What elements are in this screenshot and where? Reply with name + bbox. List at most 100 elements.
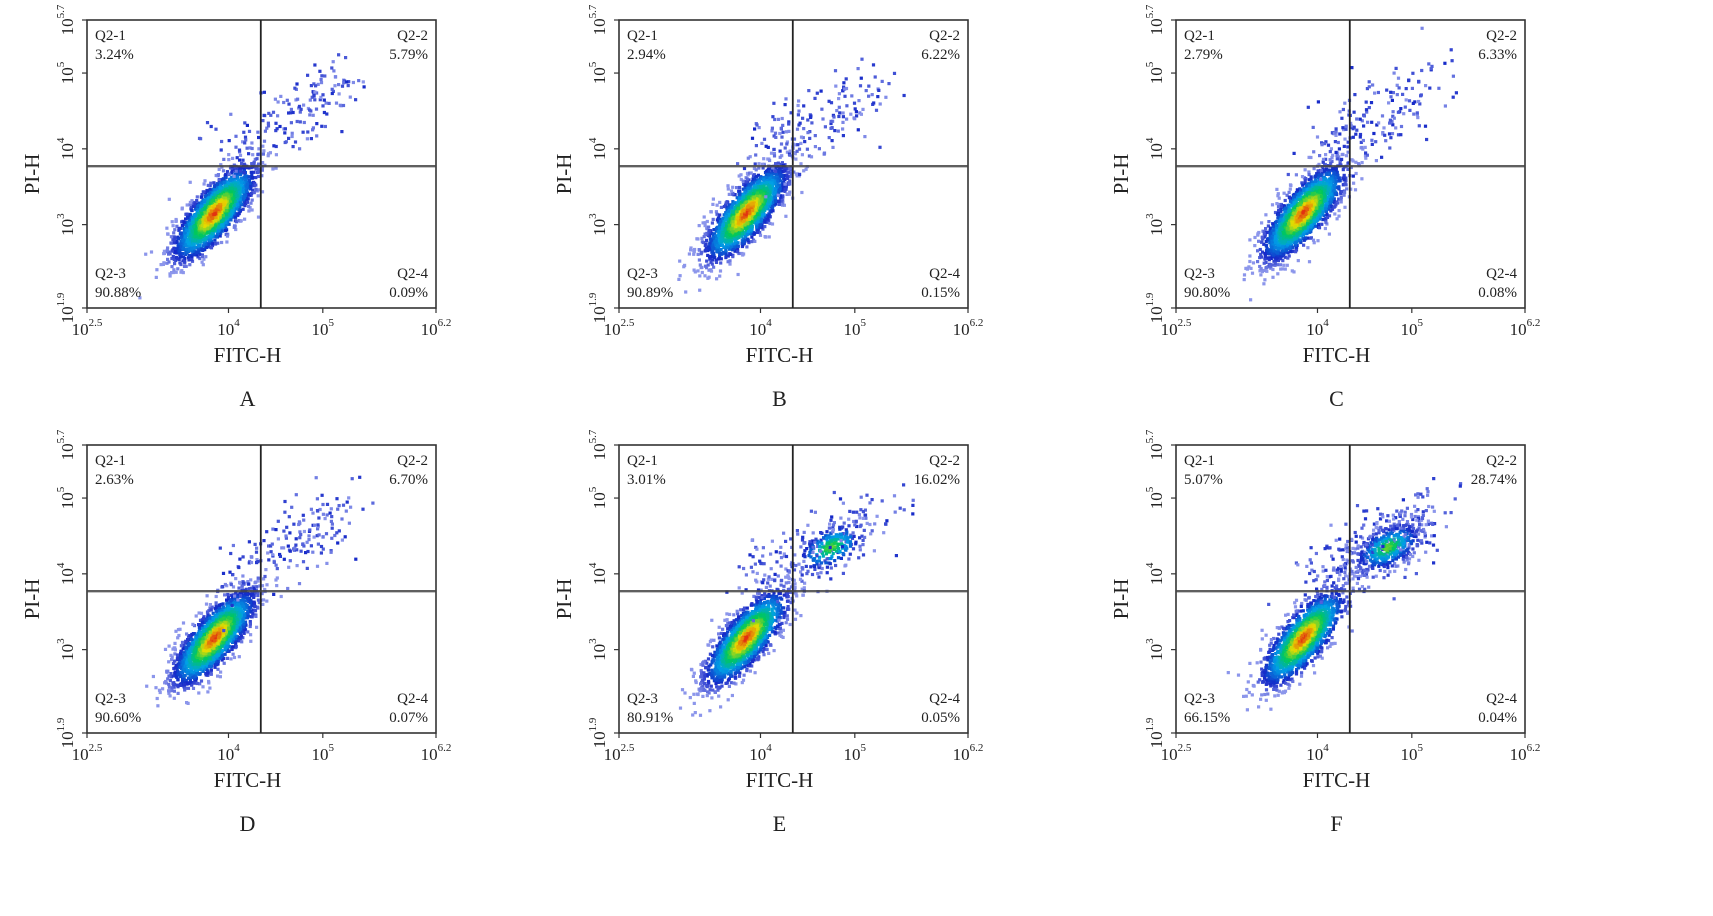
event-point bbox=[225, 209, 229, 213]
event-point bbox=[778, 188, 782, 192]
event-point bbox=[751, 177, 755, 181]
event-point bbox=[221, 196, 226, 200]
event-point bbox=[192, 246, 196, 250]
event-point bbox=[799, 162, 803, 166]
event-point bbox=[250, 146, 254, 151]
event-point bbox=[224, 221, 228, 225]
event-point bbox=[727, 232, 731, 237]
event-point bbox=[182, 264, 187, 268]
event-point bbox=[243, 175, 247, 179]
event-point bbox=[250, 141, 254, 145]
event-point bbox=[223, 223, 227, 227]
event-point bbox=[242, 195, 246, 199]
event-point bbox=[1325, 222, 1329, 226]
event-point bbox=[166, 257, 170, 261]
event-point bbox=[773, 191, 777, 195]
event-point bbox=[172, 258, 176, 262]
event-point bbox=[175, 247, 179, 251]
event-point bbox=[762, 182, 767, 186]
event-point bbox=[795, 174, 799, 178]
event-point bbox=[693, 270, 697, 274]
event-point bbox=[849, 112, 853, 116]
event-point bbox=[699, 266, 703, 270]
event-point bbox=[230, 169, 234, 173]
y-tick-label: 104 bbox=[55, 137, 77, 160]
event-point bbox=[689, 248, 693, 252]
event-point bbox=[216, 209, 220, 213]
event-point bbox=[212, 226, 216, 230]
event-point bbox=[759, 218, 764, 222]
event-point bbox=[256, 194, 260, 198]
event-point bbox=[226, 213, 230, 217]
event-point bbox=[829, 121, 833, 126]
event-point bbox=[772, 134, 776, 138]
event-point bbox=[793, 152, 797, 156]
event-point bbox=[755, 179, 759, 183]
event-point bbox=[299, 107, 303, 111]
event-point bbox=[231, 156, 235, 160]
event-point bbox=[149, 250, 154, 254]
event-point bbox=[225, 240, 229, 244]
event-point bbox=[321, 104, 325, 108]
quadrant-name: Q2-2 bbox=[397, 28, 428, 44]
event-point bbox=[731, 255, 735, 259]
event-point bbox=[795, 149, 799, 153]
event-point bbox=[739, 213, 743, 217]
event-point bbox=[239, 219, 243, 223]
event-point bbox=[194, 207, 198, 211]
event-point bbox=[729, 245, 734, 249]
event-point bbox=[176, 249, 180, 253]
event-point bbox=[854, 110, 858, 114]
event-point bbox=[206, 189, 210, 194]
event-point bbox=[714, 260, 719, 264]
event-point bbox=[752, 166, 756, 170]
event-point bbox=[275, 127, 279, 131]
event-point bbox=[233, 194, 237, 199]
event-point bbox=[203, 248, 207, 252]
event-point bbox=[820, 107, 824, 111]
event-point bbox=[731, 191, 735, 195]
event-point bbox=[348, 95, 352, 99]
event-point bbox=[771, 205, 775, 209]
event-point bbox=[765, 177, 770, 181]
event-point bbox=[274, 153, 278, 157]
event-point bbox=[744, 200, 748, 204]
event-point bbox=[247, 209, 251, 213]
event-point bbox=[255, 167, 259, 171]
event-point bbox=[750, 136, 755, 140]
event-point bbox=[902, 93, 906, 98]
event-point bbox=[243, 217, 247, 221]
event-point bbox=[678, 274, 682, 278]
event-point bbox=[733, 245, 737, 249]
event-point bbox=[755, 193, 759, 197]
event-point bbox=[758, 195, 762, 199]
event-point bbox=[214, 201, 218, 205]
event-point bbox=[180, 207, 184, 211]
event-point bbox=[735, 244, 739, 248]
event-point bbox=[784, 214, 788, 218]
event-point bbox=[200, 260, 204, 264]
event-point bbox=[717, 226, 721, 230]
event-point bbox=[769, 151, 774, 155]
event-point bbox=[831, 145, 835, 149]
event-point bbox=[197, 217, 201, 221]
event-point bbox=[243, 177, 248, 182]
event-point bbox=[235, 181, 239, 186]
event-point bbox=[238, 153, 243, 157]
event-point bbox=[718, 269, 723, 273]
event-point bbox=[245, 200, 250, 204]
event-point bbox=[197, 236, 201, 240]
event-point bbox=[330, 87, 334, 91]
event-point bbox=[727, 236, 731, 240]
event-point bbox=[181, 259, 185, 263]
event-point bbox=[237, 203, 242, 207]
event-point bbox=[678, 259, 682, 263]
event-point bbox=[836, 129, 840, 133]
event-point bbox=[806, 131, 810, 135]
event-point bbox=[197, 201, 201, 205]
event-point bbox=[837, 97, 841, 101]
event-point bbox=[798, 172, 802, 176]
event-point bbox=[693, 247, 697, 252]
event-point bbox=[708, 241, 712, 245]
event-point bbox=[767, 167, 771, 171]
